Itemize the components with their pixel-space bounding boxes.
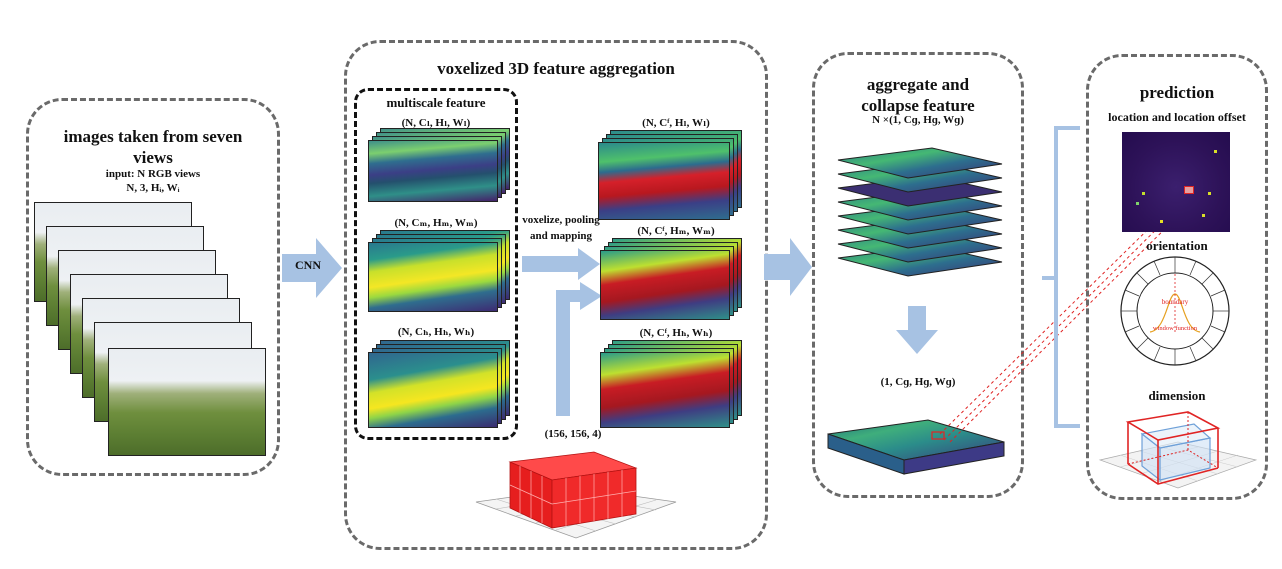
location-point xyxy=(1136,202,1139,205)
feature-stack-low xyxy=(366,128,512,204)
block-arrow-icon xyxy=(522,248,600,280)
location-point xyxy=(1160,220,1163,223)
out-mid-label: (N, Cᶠ, Hₘ, Wₘ) xyxy=(637,225,715,237)
collapse-panel xyxy=(812,52,1024,498)
aggregation-title: voxelized 3D feature aggregation xyxy=(437,59,675,78)
block-arrow-icon xyxy=(282,238,342,298)
cnn-label: CNN xyxy=(295,258,321,272)
location-point xyxy=(1142,192,1145,195)
prediction-title: prediction xyxy=(1139,83,1215,102)
feature-layer xyxy=(600,352,730,428)
multiscale-box xyxy=(354,88,518,440)
feature-layer xyxy=(368,242,498,312)
input-views-panel xyxy=(26,98,280,476)
feature-layer xyxy=(598,142,730,220)
input-image-stack xyxy=(34,202,274,462)
collapse-title: aggregate and collapse feature xyxy=(861,75,975,115)
out-stack-high xyxy=(598,340,748,432)
cnn-arrow xyxy=(282,238,342,298)
aggregation-to-collapse-arrow xyxy=(764,238,812,296)
location-point xyxy=(1202,214,1205,217)
location-label: location and location offset xyxy=(1108,110,1246,124)
voxelize-text: voxelize, pooling and mapping xyxy=(522,214,600,242)
out-stack-low xyxy=(598,130,748,222)
scale-high-label: (N, Cₕ, Hₕ, Wₕ) xyxy=(397,326,475,338)
location-point xyxy=(1208,192,1211,195)
scale-mid-label: (N, Cₘ, Hₘ, Wₘ) xyxy=(394,217,478,229)
bounding-box-icon xyxy=(1098,411,1258,489)
out-stack-mid xyxy=(598,238,748,322)
orientation-label: orientation xyxy=(1146,238,1208,253)
block-arrow-icon xyxy=(556,282,602,416)
prediction-bracket xyxy=(1042,126,1080,428)
collapse-shape-out: (1, Cɡ, Hɡ, Wɡ) xyxy=(880,376,956,388)
collapse-shape-in: N ×(1, Cɡ, Hɡ, Wɡ) xyxy=(872,114,964,126)
aggregation-panel xyxy=(344,40,768,550)
feature-stack-mid xyxy=(366,230,512,314)
location-highlight xyxy=(1184,186,1194,194)
block-arrow-icon xyxy=(764,238,812,296)
collapsed-plate xyxy=(827,419,1005,475)
collapse-layer-stack xyxy=(837,147,1003,277)
scale-low-label: (N, Cₗ, Hₗ, Wₗ) xyxy=(401,117,471,129)
boundary-label: boundary xyxy=(1162,298,1189,306)
orientation-wheel-icon: boundary window function xyxy=(1120,256,1230,366)
feature-layer xyxy=(368,352,498,428)
location-heatmap xyxy=(1122,132,1230,232)
out-high-label: (N, Cᶠ, Hₕ, Wₕ) xyxy=(639,327,713,339)
collapse-down-arrow xyxy=(896,306,938,354)
voxel-shape-label: (156, 156, 4) xyxy=(544,428,602,440)
location-point xyxy=(1214,150,1217,153)
feature-stack-high xyxy=(366,340,512,432)
feature-layer xyxy=(600,250,730,320)
block-arrow-icon xyxy=(896,306,938,354)
dimension-label: dimension xyxy=(1148,388,1206,403)
window-function-label: window function xyxy=(1153,325,1198,332)
voxelize-arrows xyxy=(522,248,602,416)
multiscale-title: multiscale feature xyxy=(386,95,486,110)
voxel-grid-icon xyxy=(475,451,677,539)
out-low-label: (N, Cᶠ, Hₗ, Wₗ) xyxy=(642,117,710,129)
prediction-panel xyxy=(1086,54,1268,500)
view-image-7 xyxy=(108,348,266,456)
input-shape: N, 3, Hᵢ, Wᵢ xyxy=(126,182,180,194)
input-panel-title: images taken from seven views xyxy=(63,127,243,167)
feature-layer xyxy=(368,140,498,202)
input-line: input: N RGB views xyxy=(105,168,201,180)
